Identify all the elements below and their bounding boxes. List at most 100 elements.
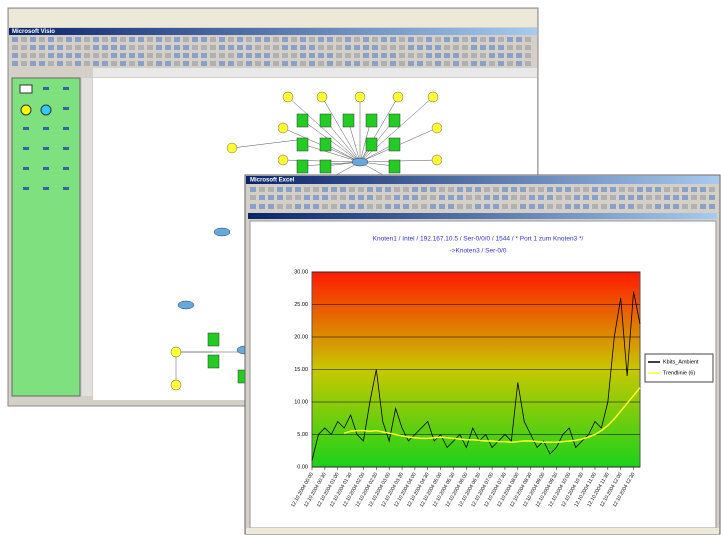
toolbar-button: [453, 37, 459, 42]
toolbar-button: [268, 195, 274, 200]
toolbar-button: [219, 61, 225, 66]
host: [171, 380, 181, 390]
host: [227, 143, 237, 153]
toolbar-button: [408, 45, 414, 50]
toolbar-button: [390, 53, 396, 58]
sheet-tabs[interactable]: [246, 528, 719, 534]
toolbar-button: [340, 195, 346, 200]
switch: [297, 160, 308, 173]
host: [393, 92, 403, 102]
toolbar-button: [493, 204, 499, 209]
switch: [320, 138, 331, 151]
toolbar-button: [291, 53, 297, 58]
stencil-shape: [43, 147, 49, 150]
y-tick-label: 0.00: [297, 464, 308, 470]
toolbar-button: [57, 61, 63, 66]
toolbar-button: [489, 61, 495, 66]
toolbar-button: [376, 195, 382, 200]
toolbar-button: [291, 37, 297, 42]
toolbar-button: [129, 61, 135, 66]
toolbar-button: [610, 204, 616, 209]
toolbar-button: [174, 53, 180, 58]
stencil-panel[interactable]: [12, 78, 80, 396]
toolbar-button: [403, 195, 409, 200]
toolbar-button: [102, 37, 108, 42]
toolbar-button: [619, 187, 625, 192]
toolbar-button: [673, 195, 679, 200]
toolbar-button: [273, 37, 279, 42]
toolbar-button: [349, 195, 355, 200]
toolbar-button: [556, 204, 562, 209]
stencil-shape: [41, 105, 51, 115]
chart-title-bar: [248, 213, 717, 219]
toolbar-button: [466, 204, 472, 209]
toolbar-button: [237, 61, 243, 66]
toolbar-button: [345, 45, 351, 50]
toolbar-button: [691, 204, 697, 209]
toolbar-button: [592, 187, 598, 192]
toolbar-button: [372, 53, 378, 58]
toolbar-button: [556, 187, 562, 192]
switch: [208, 333, 219, 346]
toolbar-button: [439, 204, 445, 209]
toolbar-button: [300, 61, 306, 66]
toolbar-button: [183, 61, 189, 66]
toolbar-button: [156, 61, 162, 66]
toolbar-button: [259, 187, 265, 192]
toolbar-button: [480, 37, 486, 42]
ruler: [93, 68, 537, 77]
toolbar-button: [498, 45, 504, 50]
legend-label: Kbits_Ambient: [663, 359, 699, 365]
toolbar-button: [318, 61, 324, 66]
toolbar-button: [399, 53, 405, 58]
toolbar: [9, 9, 537, 27]
toolbar-button: [628, 204, 634, 209]
toolbar-button: [313, 195, 319, 200]
toolbar-button: [475, 187, 481, 192]
toolbar-button: [462, 61, 468, 66]
toolbar-button: [21, 37, 27, 42]
toolbar-button: [21, 53, 27, 58]
toolbar-button: [313, 187, 319, 192]
toolbar-button: [57, 45, 63, 50]
toolbar-button: [399, 45, 405, 50]
toolbar-button: [412, 187, 418, 192]
toolbar-button: [75, 61, 81, 66]
toolbar-button: [385, 187, 391, 192]
toolbar-button: [264, 45, 270, 50]
toolbar-button: [399, 61, 405, 66]
toolbar-button: [327, 53, 333, 58]
toolbar-button: [439, 187, 445, 192]
toolbar-button: [111, 45, 117, 50]
toolbar-button: [646, 187, 652, 192]
toolbar-button: [691, 195, 697, 200]
toolbar-button: [547, 187, 553, 192]
toolbar-button: [354, 53, 360, 58]
chart-title: Knoten1 / Intel / 192.167.10.5 / Ser-0/0…: [373, 236, 584, 243]
toolbar-button: [390, 45, 396, 50]
toolbar-button: [201, 37, 207, 42]
toolbar-button: [394, 195, 400, 200]
toolbar-button: [354, 45, 360, 50]
toolbar-button: [255, 53, 261, 58]
toolbar-button: [66, 37, 72, 42]
toolbar-button: [268, 187, 274, 192]
toolbar-button: [174, 37, 180, 42]
toolbar-button: [691, 187, 697, 192]
toolbar-button: [309, 61, 315, 66]
toolbar-button: [646, 195, 652, 200]
toolbar-button: [165, 53, 171, 58]
toolbar-button: [345, 37, 351, 42]
toolbar-button: [12, 53, 18, 58]
toolbar-button: [120, 45, 126, 50]
toolbar-button: [538, 187, 544, 192]
toolbar-button: [255, 45, 261, 50]
toolbar-button: [628, 195, 634, 200]
toolbar-button: [444, 53, 450, 58]
toolbar-button: [372, 37, 378, 42]
y-tick-label: 25.00: [294, 302, 308, 308]
toolbar-button: [354, 61, 360, 66]
toolbar-button: [457, 195, 463, 200]
toolbar-button: [682, 187, 688, 192]
toolbar-button: [417, 45, 423, 50]
